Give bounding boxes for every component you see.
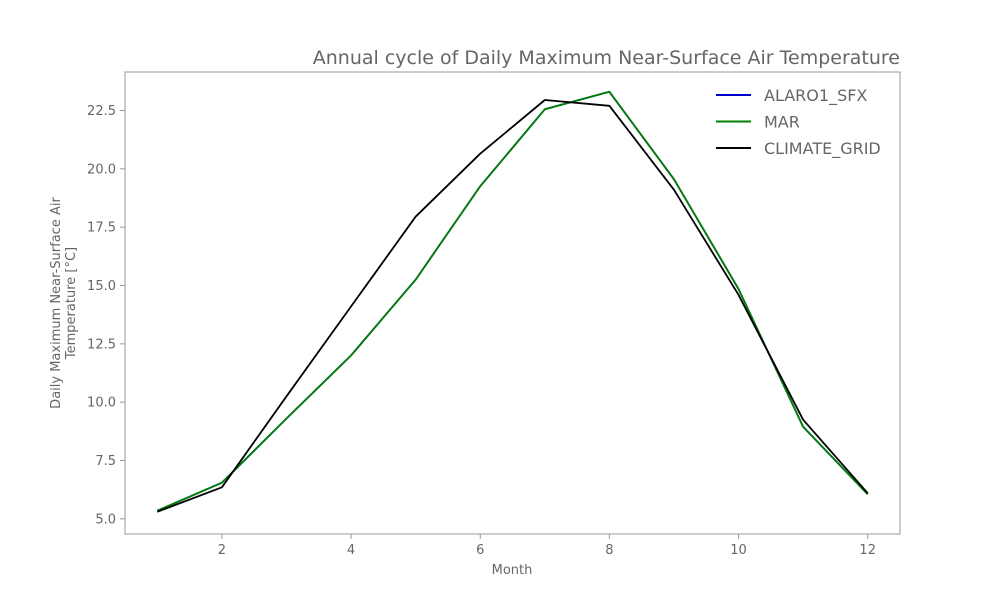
y-tick-label: 10.0 — [87, 396, 116, 411]
x-tick-label: 6 — [476, 543, 484, 558]
x-tick-label: 8 — [605, 543, 613, 558]
y-tick-label: 20.0 — [87, 162, 116, 177]
x-tick-label: 4 — [347, 543, 355, 558]
x-tick-label: 2 — [218, 543, 226, 558]
y-tick-label: 12.5 — [87, 337, 116, 352]
x-tick-label: 12 — [859, 543, 876, 558]
y-tick-label: 22.5 — [87, 104, 116, 119]
x-axis-label: Month — [492, 563, 533, 578]
series-line-mar — [156, 90, 869, 512]
y-tick-label: 5.0 — [95, 512, 116, 527]
chart-title: Annual cycle of Daily Maximum Near-Surfa… — [313, 47, 900, 69]
y-tick-label: 7.5 — [95, 454, 116, 469]
legend-label-climate-grid: CLIMATE_GRID — [764, 139, 881, 159]
series-line-climate-grid — [156, 99, 869, 513]
plot-area — [124, 71, 901, 535]
x-tick-label: 10 — [730, 543, 747, 558]
y-axis-label-line-2: Temperature [°C] — [64, 247, 79, 360]
y-axis-label-line-1: Daily Maximum Near-Surface Air — [49, 197, 64, 409]
series-group — [156, 90, 869, 513]
series-line-alaro1-sfx — [156, 90, 869, 512]
legend: ALARO1_SFX MAR CLIMATE_GRID — [716, 86, 881, 159]
legend-label-mar: MAR — [764, 113, 800, 132]
legend-label-alaro1-sfx: ALARO1_SFX — [764, 86, 867, 106]
y-axis: 5.0 7.5 10.0 12.5 15.0 17.5 20.0 22.5 — [87, 104, 125, 527]
y-tick-label: 17.5 — [87, 221, 116, 236]
y-tick-label: 15.0 — [87, 279, 116, 294]
x-axis: 2 4 6 8 10 12 — [218, 534, 876, 558]
